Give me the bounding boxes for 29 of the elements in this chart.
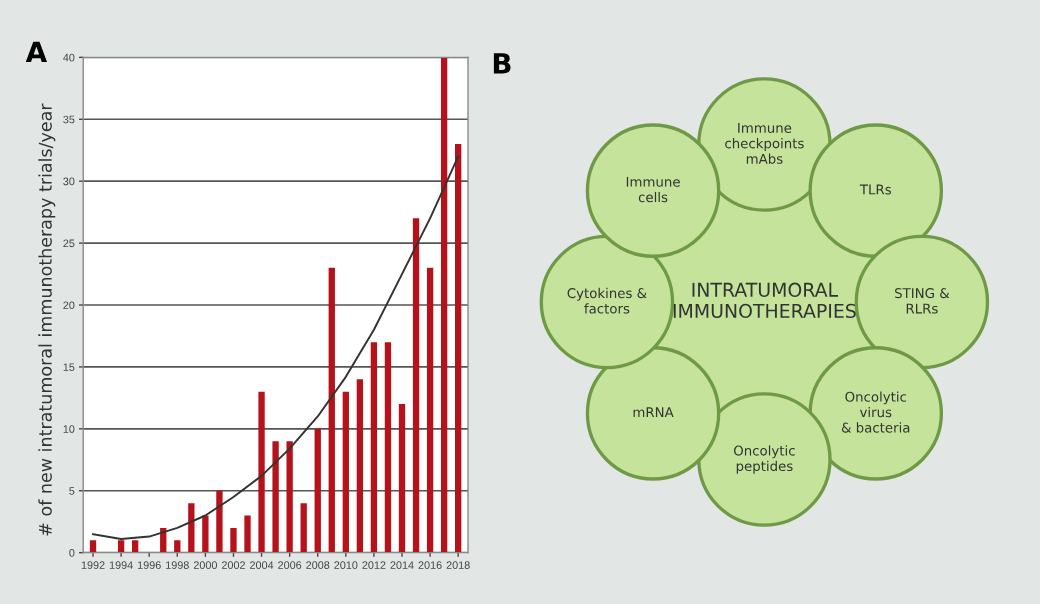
bar: [314, 428, 321, 553]
text: INTRATUMORAL IMMUNOTHERAPIES: [673, 282, 856, 319]
bar: [384, 342, 392, 553]
bar: [272, 441, 279, 553]
bar: [117, 540, 125, 553]
bar: [202, 515, 209, 553]
y-axis-title: # of new intratumoral immunotherapy trials/year: [38, 103, 56, 536]
bar: [356, 379, 364, 553]
bar: [300, 503, 307, 553]
bar: [258, 391, 265, 553]
bar: [286, 441, 293, 553]
bar: [370, 342, 378, 553]
line-series: [92, 155, 460, 541]
bar: [216, 490, 223, 553]
bar: [89, 540, 97, 553]
chart-title: A: [25, 41, 48, 63]
bar: [328, 267, 335, 553]
bar: [426, 267, 434, 553]
bar: [188, 503, 195, 553]
bar: [398, 404, 406, 553]
bar: [174, 540, 181, 553]
text: B: [493, 53, 511, 74]
bar: [342, 391, 349, 553]
bar: [440, 57, 448, 553]
bar: [132, 540, 139, 553]
bar: [230, 527, 237, 553]
bar: [455, 144, 462, 553]
bar: [412, 218, 420, 553]
bar: [244, 515, 251, 553]
